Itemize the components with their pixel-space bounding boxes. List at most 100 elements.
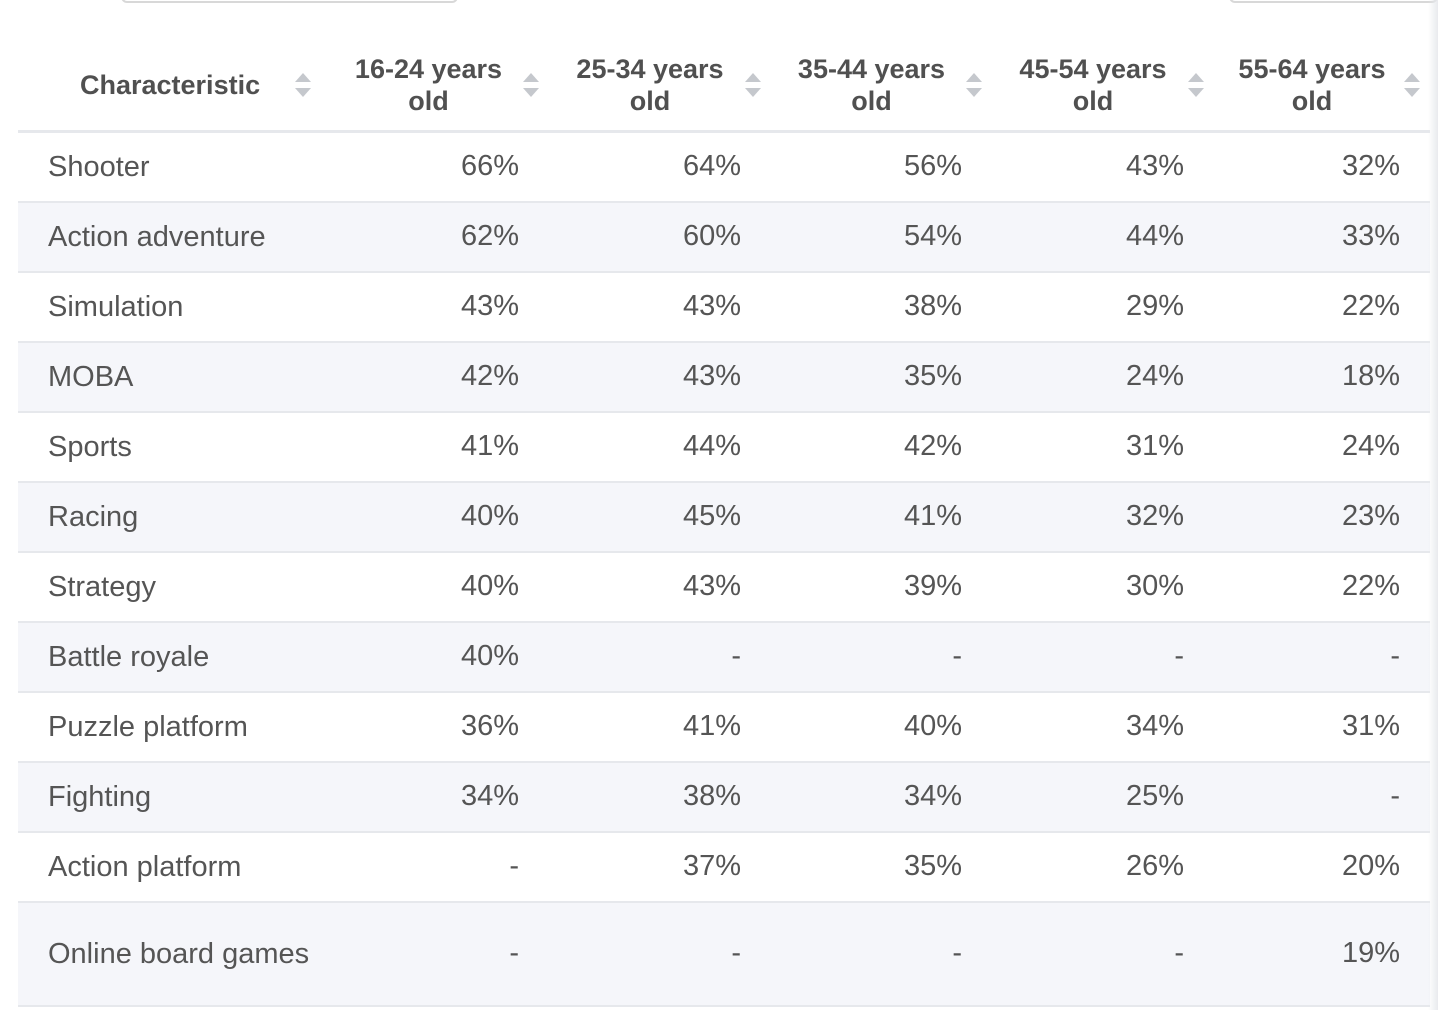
row-label: Simulation bbox=[48, 290, 184, 323]
row-label: Action adventure bbox=[48, 220, 266, 253]
sort-icon[interactable] bbox=[1404, 72, 1420, 98]
table-cell: 60% bbox=[682, 220, 741, 252]
table-cell: 19% bbox=[1341, 937, 1400, 969]
table-cell: 41% bbox=[903, 500, 962, 532]
table-cell: 62% bbox=[460, 220, 519, 252]
table-cell: 43% bbox=[1125, 150, 1184, 183]
table-cell: 43% bbox=[682, 290, 741, 322]
row-label: Battle royale bbox=[48, 640, 210, 673]
table-cell: - bbox=[1390, 780, 1400, 812]
table-cell: 37% bbox=[682, 850, 741, 882]
table-cell: 43% bbox=[682, 570, 741, 602]
table-cell: 32% bbox=[1125, 500, 1184, 532]
row-label: Fighting bbox=[48, 780, 152, 813]
table-row: Action adventure 62% 60% 54% 44% 33% bbox=[18, 201, 1430, 272]
column-header-label: 55-64 years old bbox=[1238, 54, 1386, 116]
table-row: Strategy 40% 43% 39% 30% 22% bbox=[18, 552, 1430, 622]
table-row: Shooter 66% 64% 56% 43% 32% bbox=[18, 132, 1430, 202]
column-header-25-34[interactable]: 25-34 years old bbox=[549, 40, 771, 133]
table-cell: 24% bbox=[1125, 360, 1184, 392]
column-header-label: 35-44 years old bbox=[797, 54, 946, 116]
table-cell: - bbox=[731, 640, 741, 672]
table-cell: - bbox=[952, 937, 962, 969]
column-header-label: 45-54 years old bbox=[1019, 54, 1167, 116]
sort-icon[interactable] bbox=[523, 72, 539, 98]
table-cell: 38% bbox=[682, 780, 741, 812]
table-cell: 33% bbox=[1341, 220, 1400, 252]
table-row: Online board games - - - - 19% bbox=[18, 901, 1430, 1006]
column-header-55-64[interactable]: 55-64 years old bbox=[1214, 40, 1430, 133]
row-label: Action platform bbox=[48, 850, 242, 883]
table-cell: 35% bbox=[903, 850, 962, 882]
sort-icon[interactable] bbox=[295, 72, 311, 98]
column-header-16-24[interactable]: 16-24 years old bbox=[328, 40, 549, 133]
table-row: Racing 40% 45% 41% 32% 23% bbox=[18, 481, 1430, 552]
table-cell: 31% bbox=[1125, 430, 1184, 462]
top-left-control[interactable] bbox=[121, 0, 458, 3]
sort-icon[interactable] bbox=[966, 72, 982, 98]
table-row: Puzzle platform 36% 41% 40% 34% 31% bbox=[18, 692, 1430, 762]
table-row: MOBA 42% 43% 35% 24% 18% bbox=[18, 341, 1430, 412]
table-cell: 31% bbox=[1341, 710, 1400, 742]
table-cell: 54% bbox=[903, 220, 962, 252]
table-cell: 40% bbox=[903, 710, 962, 742]
table-cell: 22% bbox=[1341, 570, 1400, 602]
column-header-label: 25-34 years old bbox=[576, 54, 724, 116]
table-cell: 66% bbox=[460, 150, 519, 183]
table-cell: 64% bbox=[682, 150, 741, 183]
row-label: Sports bbox=[48, 430, 132, 463]
row-label: Racing bbox=[48, 500, 139, 533]
table-cell: - bbox=[1174, 937, 1184, 969]
table-header-row: Characteristic 16-24 years old 25-34 yea… bbox=[18, 40, 1430, 133]
row-label: MOBA bbox=[48, 360, 134, 393]
table-cell: 20% bbox=[1341, 850, 1400, 882]
table-cell: 38% bbox=[903, 290, 962, 322]
row-label: Strategy bbox=[48, 570, 156, 603]
column-header-45-54[interactable]: 45-54 years old bbox=[992, 40, 1214, 133]
table-cell: 23% bbox=[1341, 500, 1400, 532]
row-label: Puzzle platform bbox=[48, 710, 248, 743]
table-cell: 42% bbox=[903, 430, 962, 462]
table-cell: 43% bbox=[682, 360, 741, 392]
column-header-characteristic[interactable]: Characteristic bbox=[18, 40, 328, 133]
column-header-label: 16-24 years old bbox=[354, 54, 503, 116]
table-cell: 40% bbox=[460, 640, 519, 672]
table-cell: - bbox=[1174, 640, 1184, 672]
table-cell: 34% bbox=[903, 780, 962, 812]
data-table: Characteristic 16-24 years old 25-34 yea… bbox=[18, 40, 1430, 1007]
table-row: Fighting 34% 38% 34% 25% - bbox=[18, 761, 1430, 832]
table-row: Action platform - 37% 35% 26% 20% bbox=[18, 832, 1430, 902]
row-label: Online board games bbox=[48, 937, 310, 970]
table-cell: 40% bbox=[460, 500, 519, 532]
table-cell: 36% bbox=[460, 710, 519, 742]
table-cell: 41% bbox=[460, 430, 519, 462]
table-cell: 44% bbox=[1125, 220, 1184, 252]
table-cell: - bbox=[509, 850, 519, 882]
table-row: Sports 41% 44% 42% 31% 24% bbox=[18, 412, 1430, 482]
table-cell: 39% bbox=[903, 570, 962, 602]
table-cell: 25% bbox=[1125, 780, 1184, 812]
table-cell: 41% bbox=[682, 710, 741, 742]
table-cell: 56% bbox=[903, 150, 962, 183]
top-right-control[interactable] bbox=[1229, 0, 1438, 3]
table-cell: 30% bbox=[1125, 570, 1184, 602]
table-cell: 43% bbox=[460, 290, 519, 322]
table-cell: 26% bbox=[1125, 850, 1184, 882]
sort-icon[interactable] bbox=[1188, 72, 1204, 98]
table-cell: 24% bbox=[1341, 430, 1400, 462]
table-cell: 34% bbox=[460, 780, 519, 812]
table-cell: - bbox=[731, 937, 741, 969]
table-cell: 18% bbox=[1341, 360, 1400, 392]
table-cell: 35% bbox=[903, 360, 962, 392]
table-cell: 45% bbox=[682, 500, 741, 532]
table-cell: 32% bbox=[1341, 150, 1400, 183]
sort-icon[interactable] bbox=[745, 72, 761, 98]
table-cell: 42% bbox=[460, 360, 519, 392]
table-row: Battle royale 40% - - - - bbox=[18, 621, 1430, 692]
row-label: Shooter bbox=[48, 150, 150, 183]
table-cell: 22% bbox=[1341, 290, 1400, 322]
table-cell: 40% bbox=[460, 570, 519, 602]
table-cell: - bbox=[952, 640, 962, 672]
table-cell: 29% bbox=[1125, 290, 1184, 322]
column-header-35-44[interactable]: 35-44 years old bbox=[771, 40, 992, 133]
